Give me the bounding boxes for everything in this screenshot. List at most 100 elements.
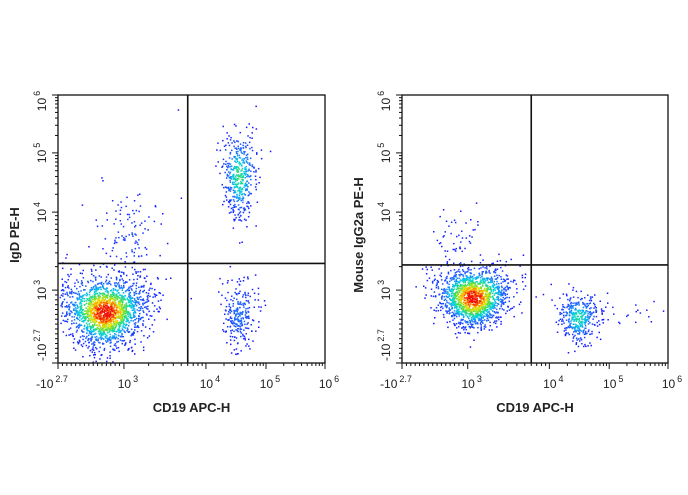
event-dot [486,266,488,268]
event-dot [109,311,112,313]
event-dot [561,308,563,311]
event-dot [236,160,239,163]
event-dot [475,287,477,289]
event-dot [459,287,462,289]
event-dot [134,247,137,250]
event-dot [128,292,131,294]
event-dot [89,289,91,291]
event-dot [488,298,490,301]
event-dot [125,235,127,238]
event-dot [241,188,244,191]
event-dot [452,288,454,291]
event-dot [92,286,95,289]
event-dot [589,333,591,335]
event-dot [123,304,126,306]
event-dot [252,126,254,129]
event-dot [103,347,106,350]
event-dot [107,281,110,284]
event-dot [102,286,104,288]
event-dot [93,303,95,306]
event-dot [253,167,255,169]
event-dot [234,203,236,206]
event-dot [228,157,231,159]
event-dot [464,284,467,287]
event-dot [239,311,241,314]
event-dot [112,247,114,249]
event-dot [582,309,584,312]
event-dot [504,293,506,295]
event-dot [132,307,135,310]
event-dot [507,306,509,308]
event-dot [487,315,490,317]
event-dot [122,292,125,294]
event-dot [561,320,563,322]
event-dot [239,302,241,304]
event-dot [65,334,68,337]
event-dot [113,323,116,325]
event-dot [510,258,512,261]
event-dot [111,307,113,310]
event-dot [234,156,236,158]
event-dot [151,287,153,290]
event-dot [125,281,127,283]
event-dot [245,169,247,171]
event-dot [144,268,146,271]
event-dot [91,335,93,338]
event-dot [583,313,586,315]
x-tick-label: 10 6 [319,374,339,391]
event-dot [137,302,140,305]
event-dot [481,303,483,305]
event-dot [105,324,107,327]
event-dot [500,293,503,295]
event-dot [454,301,457,304]
event-dot [522,281,524,283]
event-dot [244,172,246,175]
event-dot [432,295,435,298]
event-dot [127,313,129,316]
event-dot [119,308,122,310]
event-dot [454,280,456,282]
x-tick-label: 10 5 [603,374,623,391]
event-dot [488,297,490,299]
event-dot [496,286,498,289]
event-dot [88,345,90,348]
event-dot [226,175,229,177]
event-dot [487,304,490,306]
event-dot [93,323,96,326]
event-dot [478,282,481,284]
event-dot [105,337,107,339]
event-dot [216,149,218,151]
event-dot [75,301,77,304]
event-dot [470,219,472,221]
event-dot [559,311,561,314]
event-dot [440,272,443,274]
event-dot [124,261,126,263]
event-dot [106,327,109,329]
event-dot [225,305,228,308]
event-dot [241,324,244,327]
event-dot [244,185,247,187]
event-dot [453,310,456,312]
event-dot [120,201,122,203]
event-dot [78,313,81,315]
event-dot [662,310,665,312]
event-dot [237,309,239,311]
event-dot [67,285,69,287]
event-dot [243,335,246,338]
event-dot [494,292,496,295]
event-dot [454,248,456,251]
event-dot [488,302,490,304]
event-dot [229,309,232,312]
event-dot [235,348,238,350]
event-dot [455,271,458,273]
event-dot [599,338,602,341]
event-dot [454,295,456,297]
event-dot [578,333,581,335]
event-dot [495,292,498,294]
event-dot [73,319,76,321]
event-dot [480,312,482,314]
event-dot [454,333,457,335]
event-dot [235,158,237,160]
event-dot [246,323,248,325]
event-dot [494,289,497,292]
